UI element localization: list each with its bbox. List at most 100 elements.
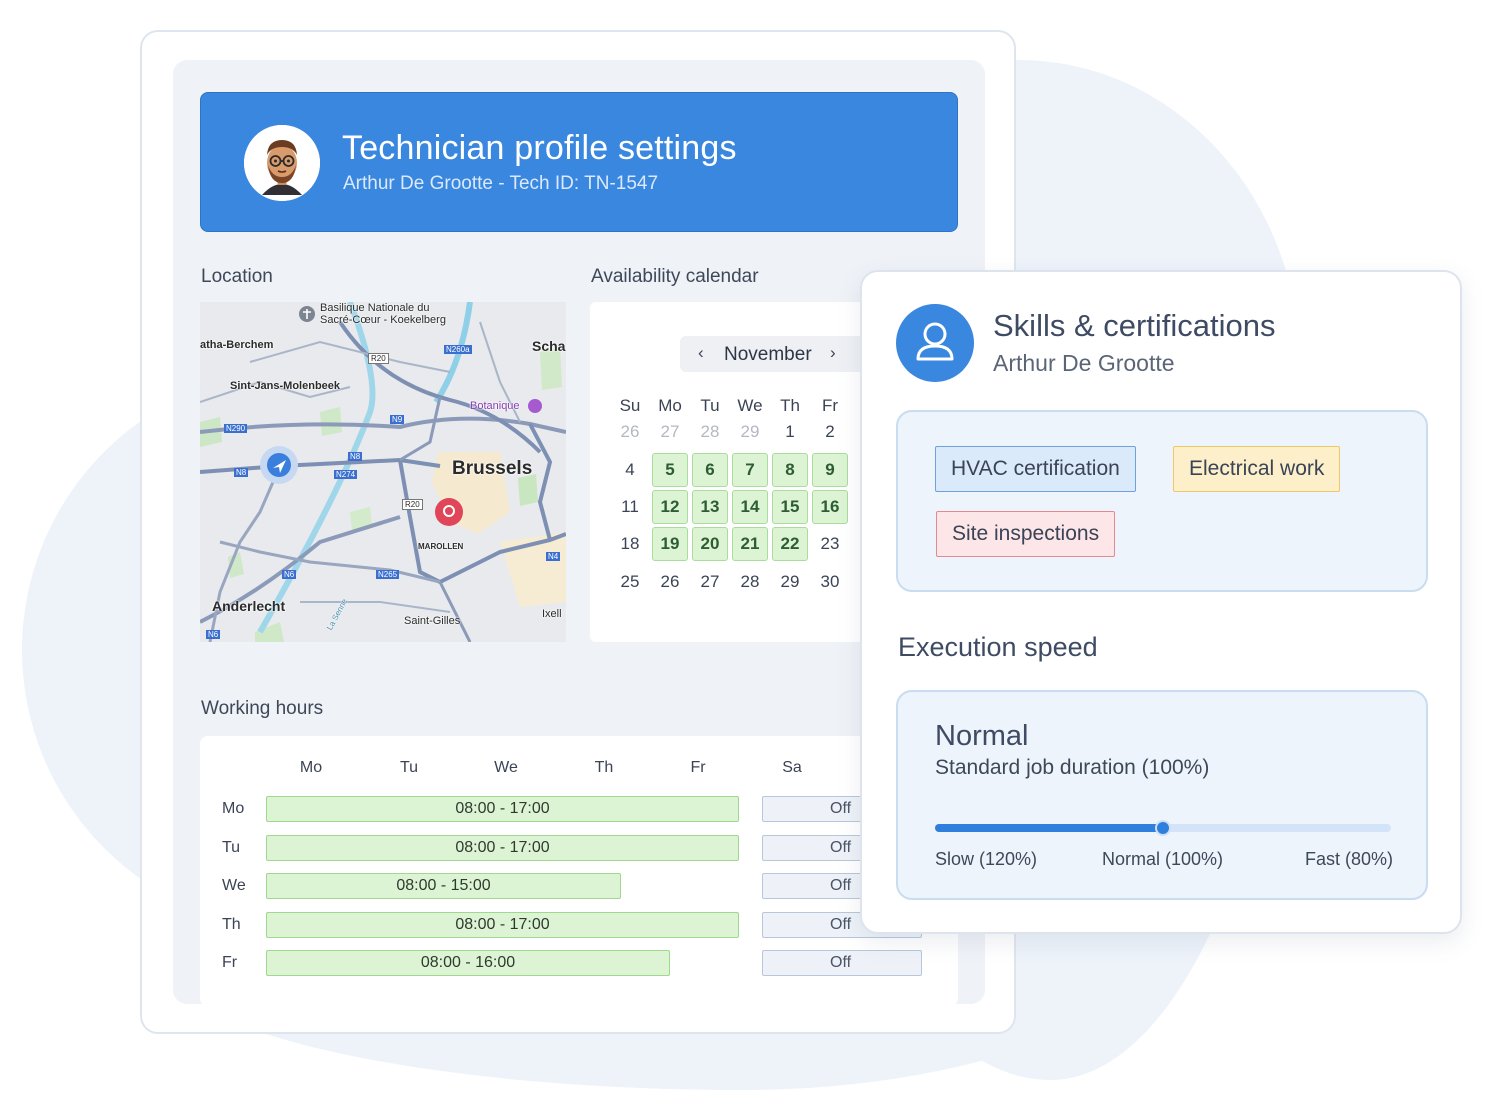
working-hours-bar[interactable]: 08:00 - 15:00 [266, 873, 621, 899]
month-name: November [724, 344, 812, 365]
working-hours-bar[interactable]: 08:00 - 17:00 [266, 912, 739, 938]
road-shield: N8 [348, 452, 363, 461]
calendar-day-available[interactable]: 9 [812, 453, 848, 487]
skill-tag-electrical[interactable]: Electrical work [1173, 446, 1341, 492]
location-pin-icon [435, 498, 463, 526]
technician-avatar-icon[interactable] [244, 125, 320, 201]
skill-tag-hvac[interactable]: HVAC certification [935, 446, 1136, 492]
calendar-day[interactable]: 29 [780, 572, 800, 591]
calendar-day[interactable]: 28 [740, 572, 760, 591]
calendar-day[interactable]: 27 [700, 572, 720, 591]
speed-slider[interactable] [935, 820, 1391, 836]
road-shield: N6 [206, 630, 221, 639]
prev-month-button[interactable]: ‹ [698, 343, 704, 362]
calendar-day[interactable]: 4 [625, 460, 635, 479]
weekday-header: Fr [821, 396, 839, 415]
profile-panel: Technician profile settings Arthur De Gr… [173, 60, 985, 1006]
calendar-day-available[interactable]: 8 [772, 453, 808, 487]
map-label-district: Anderlecht [212, 598, 286, 614]
weekday-header: We [737, 396, 763, 415]
map-label-district: atha-Berchem [200, 339, 274, 351]
basilica-marker-icon [299, 306, 315, 322]
botanique-marker-icon [528, 399, 542, 413]
calendar-day-available[interactable]: 22 [772, 527, 808, 561]
calendar-day-available[interactable]: 6 [692, 453, 728, 487]
calendar-day-available[interactable]: 21 [732, 527, 768, 561]
calendar-day-available[interactable]: 15 [772, 490, 808, 524]
working-hours-bar[interactable]: 08:00 - 16:00 [266, 950, 670, 976]
execution-speed-label: Execution speed [898, 632, 1098, 662]
weekday-header: Tu [700, 396, 720, 415]
technician-id-subtitle: Arthur De Grootte - Tech ID: TN-1547 [343, 173, 659, 194]
calendar-day[interactable]: 2 [825, 422, 835, 441]
slider-fill [935, 824, 1163, 832]
road-shield: N274 [334, 470, 358, 479]
weekday-header: Su [619, 396, 641, 415]
calendar-day-available[interactable]: 19 [652, 527, 688, 561]
calendar-day-available[interactable]: 16 [812, 490, 848, 524]
calendar-day-available[interactable]: 13 [692, 490, 728, 524]
working-hours-bar[interactable]: 08:00 - 17:00 [266, 796, 739, 822]
calendar-day[interactable]: 1 [785, 422, 795, 441]
weekday-header: Mo [658, 396, 682, 415]
working-hours-label: Working hours [201, 698, 324, 719]
availability-calendar: ‹ November › Su Mo Tu We Th Fr 26 27 28 29 1 2 4 5 6 7 8… [590, 302, 890, 642]
hours-column-header: Th [594, 759, 614, 776]
map-label-district: MAROLLEN [418, 542, 464, 551]
working-hours-bar[interactable]: 08:00 - 17:00 [266, 835, 739, 861]
calendar-day[interactable]: 30 [820, 572, 840, 591]
calendar-day-available[interactable]: 5 [652, 453, 688, 487]
speed-tick-slow: Slow (120%) [935, 849, 1038, 869]
location-map[interactable]: Basilique Nationale du Sacré-Cœur - Koek… [200, 302, 566, 642]
calendar-day[interactable]: 23 [820, 534, 840, 553]
calendar-day[interactable]: 28 [700, 422, 720, 441]
working-hours-table: Mo Tu We Th Fr Sa Mo 08:00 - 17:00 Off Tu 08:00 - … [200, 736, 958, 1006]
hours-column-header: Mo [299, 759, 323, 776]
availability-calendar-label: Availability calendar [591, 266, 759, 287]
calendar-day[interactable]: 27 [660, 422, 680, 441]
map-label-district: Scha [532, 338, 566, 354]
execution-speed-panel: Normal Standard job duration (100%) Slow… [896, 690, 1428, 900]
calendar-day[interactable]: 25 [620, 572, 640, 591]
speed-tick-fast: Fast (80%) [1305, 849, 1394, 869]
location-label: Location [201, 266, 273, 287]
skills-certifications-card: Skills & certifications Arthur De Groott… [860, 270, 1462, 934]
speed-tick-normal: Normal (100%) [1102, 849, 1224, 869]
calendar-day[interactable]: 26 [620, 422, 640, 441]
speed-description: Standard job duration (100%) [935, 756, 1210, 779]
map-label-basilique: Basilique Nationale du Sacré-Cœur - Koek… [320, 302, 446, 326]
road-shield: N4 [546, 552, 561, 561]
calendar-day-available[interactable]: 12 [652, 490, 688, 524]
calendar-day[interactable]: 11 [621, 497, 639, 516]
slider-thumb[interactable] [1155, 820, 1171, 836]
technician-name: Arthur De Grootte [993, 350, 1175, 376]
road-shield: N8 [234, 468, 249, 477]
hours-column-header: We [494, 759, 518, 776]
weekday-header: Th [780, 396, 800, 415]
page-title: Technician profile settings [342, 129, 737, 167]
calendar-day[interactable]: 18 [620, 534, 640, 553]
next-month-button[interactable]: › [830, 343, 836, 362]
calendar-day[interactable]: 29 [740, 422, 760, 441]
calendar-day-available[interactable]: 14 [732, 490, 768, 524]
hours-row-day: Fr [222, 954, 238, 971]
map-label-city: Brussels [452, 458, 533, 479]
user-icon [896, 304, 974, 382]
calendar-day[interactable]: 26 [660, 572, 680, 591]
speed-value: Normal [935, 720, 1029, 752]
hours-row-day: We [222, 877, 246, 894]
saturday-off-cell[interactable]: Off [762, 950, 922, 976]
map-label-district: Saint-Gilles [404, 615, 461, 627]
month-selector: ‹ November › [680, 336, 870, 372]
hours-row-day: Th [222, 916, 241, 933]
hours-column-header: Sa [782, 759, 802, 776]
skill-tag-site-inspections[interactable]: Site inspections [936, 511, 1116, 557]
calendar-day-available[interactable]: 7 [732, 453, 768, 487]
map-label-district: Ixell [542, 608, 562, 620]
navigation-arrow-icon [260, 446, 298, 484]
map-label-district: Sint-Jans-Molenbeek [230, 380, 341, 392]
map-label-botanique: Botanique [470, 400, 520, 412]
road-shield: R20 [402, 499, 423, 510]
calendar-day-available[interactable]: 20 [692, 527, 728, 561]
hours-column-header: Tu [399, 759, 419, 776]
